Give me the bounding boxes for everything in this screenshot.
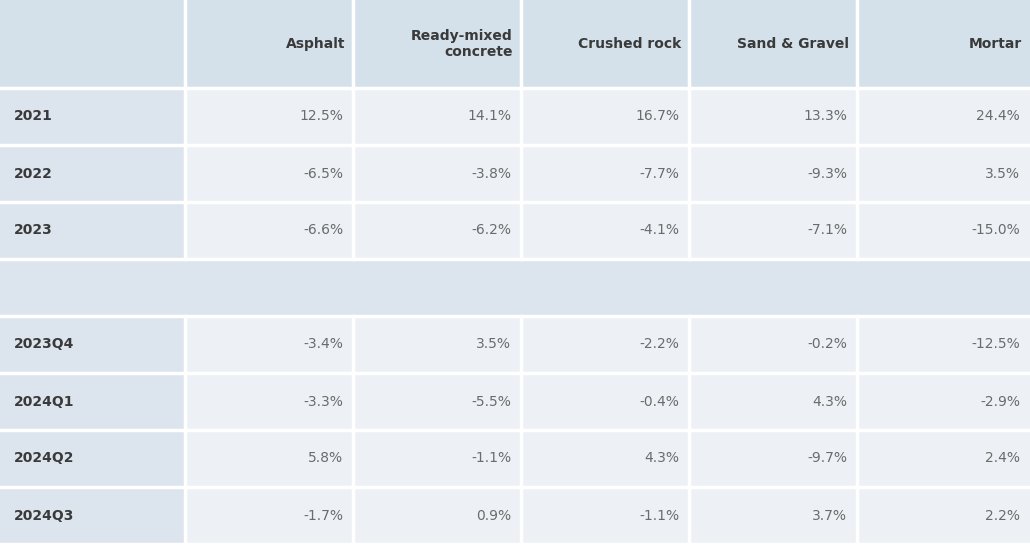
Bar: [0, 430, 185, 487]
Bar: [353, 487, 521, 544]
Bar: [857, 88, 1030, 145]
Text: -9.3%: -9.3%: [806, 167, 847, 180]
Bar: [353, 145, 521, 202]
Bar: [857, 316, 1030, 373]
Text: 4.3%: 4.3%: [812, 395, 847, 409]
Text: -1.7%: -1.7%: [303, 508, 343, 523]
Bar: [353, 88, 521, 145]
Bar: [185, 145, 353, 202]
Text: 2021: 2021: [14, 110, 53, 124]
Text: 14.1%: 14.1%: [467, 110, 511, 124]
Text: -9.7%: -9.7%: [806, 451, 847, 465]
Text: 16.7%: 16.7%: [636, 110, 679, 124]
Text: -0.4%: -0.4%: [640, 395, 679, 409]
Text: 5.8%: 5.8%: [308, 451, 343, 465]
Text: -6.6%: -6.6%: [303, 223, 343, 238]
Bar: [0, 316, 185, 373]
Text: -1.1%: -1.1%: [471, 451, 511, 465]
Text: 2023: 2023: [14, 223, 53, 238]
Text: 2022: 2022: [14, 167, 53, 180]
Text: 2023Q4: 2023Q4: [14, 337, 74, 352]
Bar: [857, 430, 1030, 487]
Text: 13.3%: 13.3%: [803, 110, 847, 124]
Bar: [353, 202, 521, 259]
Bar: [0, 487, 185, 544]
Text: -0.2%: -0.2%: [808, 337, 847, 352]
Text: 3.7%: 3.7%: [812, 508, 847, 523]
Text: -1.1%: -1.1%: [639, 508, 679, 523]
Text: -7.1%: -7.1%: [806, 223, 847, 238]
Bar: [689, 0, 857, 88]
Bar: [353, 430, 521, 487]
Bar: [353, 316, 521, 373]
Bar: [689, 316, 857, 373]
Text: Crushed rock: Crushed rock: [578, 37, 681, 51]
Text: 3.5%: 3.5%: [985, 167, 1020, 180]
Bar: [521, 88, 689, 145]
Text: 2.2%: 2.2%: [985, 508, 1020, 523]
Text: -3.4%: -3.4%: [303, 337, 343, 352]
Text: 24.4%: 24.4%: [976, 110, 1020, 124]
Bar: [689, 88, 857, 145]
Bar: [0, 0, 185, 88]
Text: -7.7%: -7.7%: [640, 167, 679, 180]
Text: 2024Q3: 2024Q3: [14, 508, 74, 523]
Bar: [185, 0, 353, 88]
Bar: [185, 487, 353, 544]
Text: -3.8%: -3.8%: [471, 167, 511, 180]
Bar: [689, 373, 857, 430]
Text: -12.5%: -12.5%: [971, 337, 1020, 352]
Bar: [521, 145, 689, 202]
Bar: [0, 145, 185, 202]
Text: -6.2%: -6.2%: [471, 223, 511, 238]
Bar: [521, 487, 689, 544]
Text: -2.2%: -2.2%: [640, 337, 679, 352]
Bar: [857, 145, 1030, 202]
Bar: [185, 202, 353, 259]
Text: 2.4%: 2.4%: [985, 451, 1020, 465]
Bar: [353, 0, 521, 88]
Bar: [185, 316, 353, 373]
Bar: [857, 487, 1030, 544]
Text: 0.9%: 0.9%: [476, 508, 511, 523]
Bar: [185, 430, 353, 487]
Bar: [521, 373, 689, 430]
Text: -5.5%: -5.5%: [471, 395, 511, 409]
Bar: [857, 0, 1030, 88]
Text: Mortar: Mortar: [969, 37, 1022, 51]
Bar: [0, 88, 185, 145]
Text: -3.3%: -3.3%: [303, 395, 343, 409]
Bar: [689, 430, 857, 487]
Text: 2024Q2: 2024Q2: [14, 451, 74, 465]
Bar: [521, 202, 689, 259]
Bar: [353, 373, 521, 430]
Bar: [185, 88, 353, 145]
Bar: [689, 202, 857, 259]
Text: -2.9%: -2.9%: [980, 395, 1020, 409]
Bar: [0, 259, 1030, 316]
Bar: [521, 316, 689, 373]
Text: 3.5%: 3.5%: [476, 337, 511, 352]
Bar: [0, 202, 185, 259]
Text: 2024Q1: 2024Q1: [14, 395, 74, 409]
Bar: [521, 430, 689, 487]
Text: Ready-mixed
concrete: Ready-mixed concrete: [411, 29, 513, 59]
Bar: [185, 373, 353, 430]
Bar: [857, 373, 1030, 430]
Bar: [689, 145, 857, 202]
Text: Sand & Gravel: Sand & Gravel: [737, 37, 849, 51]
Text: 4.3%: 4.3%: [644, 451, 679, 465]
Text: 12.5%: 12.5%: [299, 110, 343, 124]
Text: -15.0%: -15.0%: [971, 223, 1020, 238]
Bar: [857, 202, 1030, 259]
Bar: [0, 373, 185, 430]
Text: -4.1%: -4.1%: [639, 223, 679, 238]
Bar: [689, 487, 857, 544]
Bar: [521, 0, 689, 88]
Text: Asphalt: Asphalt: [285, 37, 345, 51]
Text: -6.5%: -6.5%: [303, 167, 343, 180]
